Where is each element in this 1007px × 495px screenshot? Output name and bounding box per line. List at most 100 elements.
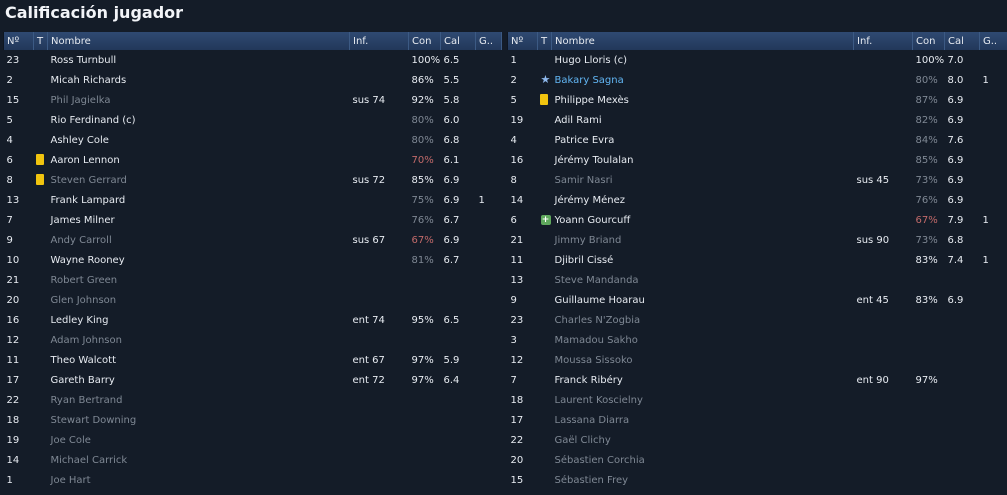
player-row[interactable]: 15 Phil Jagielka sus 74 92% 5.8 xyxy=(4,90,502,110)
player-row[interactable]: 23 Charles N'Zogbia xyxy=(508,310,1007,330)
player-name[interactable]: Jérémy Toulalan xyxy=(554,154,634,166)
player-name[interactable]: Lassana Diarra xyxy=(554,414,630,426)
player-row[interactable]: 20 Sébastien Corchia xyxy=(508,450,1007,470)
player-row[interactable]: 5 Philippe Mexès 87% 6.9 xyxy=(508,90,1007,110)
player-name[interactable]: Patrice Evra xyxy=(554,134,615,146)
player-row[interactable]: 19 Adil Rami 82% 6.9 xyxy=(508,110,1007,130)
player-row[interactable]: 21 Robert Green xyxy=(4,270,502,290)
player-row[interactable]: 22 Gaël Clichy xyxy=(508,430,1007,450)
col-header-t[interactable]: T xyxy=(33,32,48,50)
player-name[interactable]: Michael Carrick xyxy=(50,454,128,466)
player-name[interactable]: Mamadou Sakho xyxy=(554,334,638,346)
player-name[interactable]: Micah Richards xyxy=(50,74,127,86)
player-name[interactable]: Ryan Bertrand xyxy=(50,394,123,406)
player-name[interactable]: Philippe Mexès xyxy=(554,94,629,106)
player-row[interactable]: 4 Ashley Cole 80% 6.8 xyxy=(4,130,502,150)
player-row[interactable]: 18 Stewart Downing xyxy=(4,410,502,430)
player-row[interactable]: 6 Aaron Lennon 70% 6.1 xyxy=(4,150,502,170)
player-name[interactable]: Wayne Rooney xyxy=(50,254,125,266)
player-name[interactable]: Ledley King xyxy=(50,314,109,326)
player-name[interactable]: Frank Lampard xyxy=(50,194,126,206)
player-name[interactable]: Laurent Koscielny xyxy=(554,394,643,406)
player-name[interactable]: Stewart Downing xyxy=(50,414,137,426)
player-row[interactable]: 23 Ross Turnbull 100% 6.5 xyxy=(4,50,502,70)
player-name[interactable]: Hugo Lloris (c) xyxy=(554,54,628,66)
player-name[interactable]: Guillaume Hoarau xyxy=(554,294,645,306)
col-header-name[interactable]: Nombre xyxy=(47,32,350,50)
player-name[interactable]: Samir Nasri xyxy=(554,174,613,186)
player-name[interactable]: Glen Johnson xyxy=(50,294,117,306)
player-row[interactable]: 20 Glen Johnson xyxy=(4,290,502,310)
player-row[interactable]: 12 Adam Johnson xyxy=(4,330,502,350)
player-row[interactable]: 2 ★ Bakary Sagna 80% 8.0 1 xyxy=(508,70,1007,90)
player-name[interactable]: Gaël Clichy xyxy=(554,434,611,446)
player-row[interactable]: 2 Micah Richards 86% 5.5 xyxy=(4,70,502,90)
player-name[interactable]: Charles N'Zogbia xyxy=(554,314,641,326)
col-header-num[interactable]: Nº xyxy=(3,32,34,50)
player-name[interactable]: Franck Ribéry xyxy=(554,374,623,386)
col-header-inf[interactable]: Inf. xyxy=(349,32,409,50)
player-name[interactable]: Ross Turnbull xyxy=(50,54,117,66)
player-row[interactable]: 14 Michael Carrick xyxy=(4,450,502,470)
player-name[interactable]: Moussa Sissoko xyxy=(554,354,633,366)
player-name[interactable]: Steve Mandanda xyxy=(554,274,639,286)
col-header-name[interactable]: Nombre xyxy=(551,32,854,50)
player-row[interactable]: 15 Sébastien Frey xyxy=(508,470,1007,490)
player-row[interactable]: 9 Andy Carroll sus 67 67% 6.9 xyxy=(4,230,502,250)
player-name[interactable]: Robert Green xyxy=(50,274,118,286)
player-row[interactable]: 21 Jimmy Briand sus 90 73% 6.8 xyxy=(508,230,1007,250)
player-name[interactable]: Ashley Cole xyxy=(50,134,109,146)
player-row[interactable]: 6 + Yoann Gourcuff 67% 7.9 1 xyxy=(508,210,1007,230)
player-name[interactable]: Andy Carroll xyxy=(50,234,112,246)
col-header-num[interactable]: Nº xyxy=(507,32,538,50)
player-row[interactable]: 7 James Milner 76% 6.7 xyxy=(4,210,502,230)
player-row[interactable]: 11 Djibril Cissé 83% 7.4 1 xyxy=(508,250,1007,270)
player-row[interactable]: 9 Guillaume Hoarau ent 45 83% 6.9 xyxy=(508,290,1007,310)
col-header-t[interactable]: T xyxy=(537,32,552,50)
col-header-con[interactable]: Con xyxy=(408,32,441,50)
player-name[interactable]: Djibril Cissé xyxy=(554,254,614,266)
player-name[interactable]: Joe Cole xyxy=(50,434,91,446)
player-name[interactable]: Theo Walcott xyxy=(50,354,117,366)
player-row[interactable]: 12 Moussa Sissoko xyxy=(508,350,1007,370)
player-name[interactable]: Joe Hart xyxy=(50,474,91,486)
player-row[interactable]: 10 Wayne Rooney 81% 6.7 xyxy=(4,250,502,270)
player-name[interactable]: Bakary Sagna xyxy=(554,74,624,86)
player-row[interactable]: 18 Laurent Koscielny xyxy=(508,390,1007,410)
player-row[interactable]: 17 Gareth Barry ent 72 97% 6.4 xyxy=(4,370,502,390)
player-row[interactable]: 16 Jérémy Toulalan 85% 6.9 xyxy=(508,150,1007,170)
player-row[interactable]: 19 Joe Cole xyxy=(4,430,502,450)
player-name[interactable]: Phil Jagielka xyxy=(50,94,111,106)
player-row[interactable]: 14 Jérémy Ménez 76% 6.9 xyxy=(508,190,1007,210)
player-row[interactable]: 1 Hugo Lloris (c) 100% 7.0 xyxy=(508,50,1007,70)
player-name[interactable]: Jimmy Briand xyxy=(554,234,622,246)
col-header-cal[interactable]: Cal xyxy=(440,32,476,50)
player-row[interactable]: 1 Joe Hart xyxy=(4,470,502,490)
player-name[interactable]: Sébastien Corchia xyxy=(554,454,645,466)
player-row[interactable]: 5 Rio Ferdinand (c) 80% 6.0 xyxy=(4,110,502,130)
player-row[interactable]: 16 Ledley King ent 74 95% 6.5 xyxy=(4,310,502,330)
player-name[interactable]: Aaron Lennon xyxy=(50,154,120,166)
player-name[interactable]: James Milner xyxy=(50,214,115,226)
col-header-g[interactable]: G.. xyxy=(979,32,1007,50)
player-name[interactable]: Rio Ferdinand (c) xyxy=(50,114,136,126)
player-row[interactable]: 8 Steven Gerrard sus 72 85% 6.9 xyxy=(4,170,502,190)
player-name[interactable]: Adam Johnson xyxy=(50,334,122,346)
col-header-con[interactable]: Con xyxy=(912,32,945,50)
col-header-cal[interactable]: Cal xyxy=(944,32,980,50)
player-name[interactable]: Steven Gerrard xyxy=(50,174,127,186)
col-header-inf[interactable]: Inf. xyxy=(853,32,913,50)
player-row[interactable]: 11 Theo Walcott ent 67 97% 5.9 xyxy=(4,350,502,370)
player-row[interactable]: 3 Mamadou Sakho xyxy=(508,330,1007,350)
player-row[interactable]: 13 Steve Mandanda xyxy=(508,270,1007,290)
player-name[interactable]: Adil Rami xyxy=(554,114,602,126)
player-row[interactable]: 4 Patrice Evra 84% 7.6 xyxy=(508,130,1007,150)
player-name[interactable]: Sébastien Frey xyxy=(554,474,629,486)
player-name[interactable]: Gareth Barry xyxy=(50,374,115,386)
player-row[interactable]: 22 Ryan Bertrand xyxy=(4,390,502,410)
col-header-g[interactable]: G.. xyxy=(475,32,502,50)
player-row[interactable]: 7 Franck Ribéry ent 90 97% xyxy=(508,370,1007,390)
player-row[interactable]: 13 Frank Lampard 75% 6.9 1 xyxy=(4,190,502,210)
player-row[interactable]: 17 Lassana Diarra xyxy=(508,410,1007,430)
player-row[interactable]: 8 Samir Nasri sus 45 73% 6.9 xyxy=(508,170,1007,190)
